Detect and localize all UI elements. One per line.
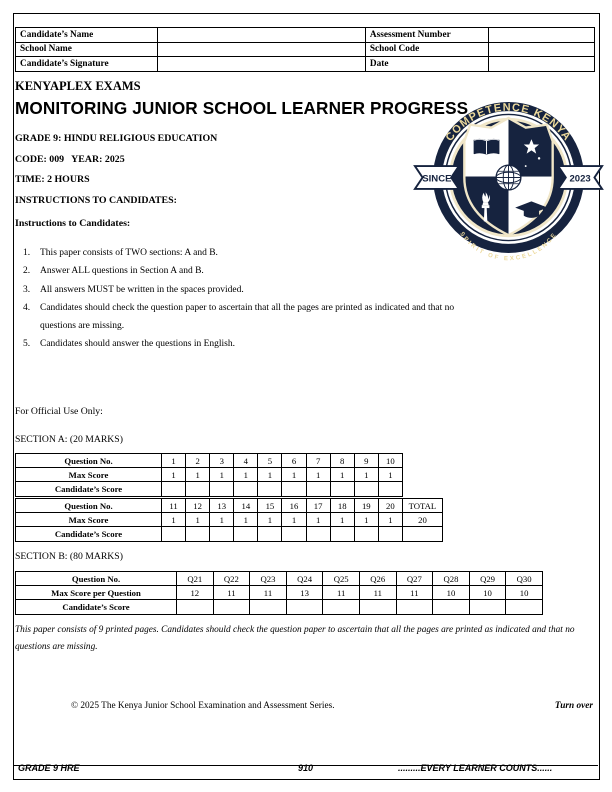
svg-text:2023: 2023: [570, 173, 591, 184]
svg-text:SINCE: SINCE: [422, 173, 451, 184]
